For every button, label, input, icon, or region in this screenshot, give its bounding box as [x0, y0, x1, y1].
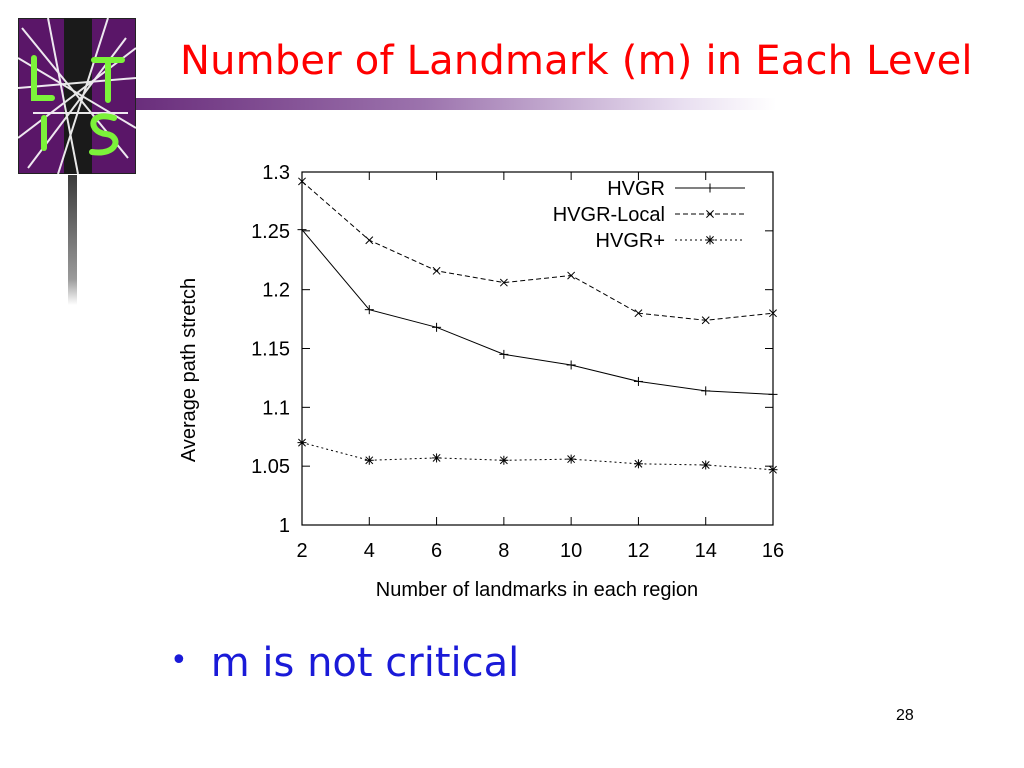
y-axis-label: Average path stretch	[178, 278, 200, 462]
data-point-hvgr-local	[769, 309, 777, 318]
y-tick-label: 1	[279, 515, 290, 537]
bullet-text: m is not critical	[210, 640, 520, 686]
legend-marker-hvgr-plus	[706, 236, 714, 244]
data-point-hvgr-plus	[365, 456, 374, 465]
series-line-hvgr-plus	[301, 442, 774, 471]
title-underline-bar	[136, 98, 776, 110]
data-point-hvgr-local	[499, 278, 508, 287]
x-tick-label: 14	[695, 540, 717, 562]
x-tick-label: 2	[296, 540, 307, 562]
x-tick-label: 8	[498, 540, 509, 562]
data-point-hvgr-plus	[499, 456, 508, 465]
data-point-hvgr-plus	[701, 461, 710, 469]
y-tick-label: 1.05	[251, 456, 290, 478]
y-tick-label: 1.25	[251, 221, 290, 243]
data-point-hvgr-plus	[634, 459, 643, 468]
lab-logo	[18, 18, 136, 174]
data-point-hvgr-plus	[298, 438, 306, 447]
x-tick-label: 10	[560, 540, 582, 562]
bullet-icon: •	[170, 643, 188, 678]
x-axis-label: Number of landmarks in each region	[376, 579, 698, 601]
x-tick-label: 12	[627, 540, 649, 562]
page-number: 28	[896, 707, 914, 724]
data-point-hvgr-local	[365, 236, 374, 245]
data-point-hvgr-plus	[567, 455, 576, 464]
y-tick-label: 1.1	[262, 397, 290, 419]
data-point-hvgr-plus	[432, 453, 441, 462]
legend-label-hvgr-local: HVGR-Local	[553, 204, 665, 226]
data-point-hvgr-plus	[769, 465, 777, 474]
x-tick-label: 16	[762, 540, 784, 562]
y-tick-label: 1.3	[262, 162, 290, 184]
logo-shadow	[68, 175, 77, 305]
data-point-hvgr-local	[567, 271, 576, 280]
chart-svg: 1 1.05 1.1 1.15 1.2 1.25 1.3 2 4 6 8 10 12 14 16 HVGR…	[178, 162, 784, 601]
x-tick-label: 6	[431, 540, 442, 562]
bullet-item: • m is not critical	[170, 640, 519, 686]
legend-label-hvgr-plus: HVGR+	[596, 230, 665, 252]
series-line-hvgr-local	[301, 181, 774, 321]
series-line-hvgr	[301, 229, 774, 395]
series-hvgr-local	[298, 177, 777, 325]
series-hvgr-plus	[297, 438, 778, 475]
x-tick-label: 4	[364, 540, 375, 562]
legend-label-hvgr: HVGR	[607, 178, 665, 200]
legend-marker-hvgr-local	[706, 210, 714, 218]
plot-area-frame	[301, 171, 774, 526]
y-tick-label: 1.15	[251, 339, 290, 361]
y-tick-label: 1.2	[262, 280, 290, 302]
data-point-hvgr-local	[701, 316, 710, 325]
page-title: Number of Landmark (m) in Each Level	[180, 38, 973, 84]
series-hvgr	[297, 225, 778, 399]
data-point-hvgr-local	[634, 309, 643, 318]
data-point-hvgr-local	[432, 266, 441, 275]
line-chart: 1 1.05 1.1 1.15 1.2 1.25 1.3 2 4 6 8 10 12 14 16 HVGR…	[165, 150, 795, 615]
data-point-hvgr-local	[298, 177, 306, 186]
